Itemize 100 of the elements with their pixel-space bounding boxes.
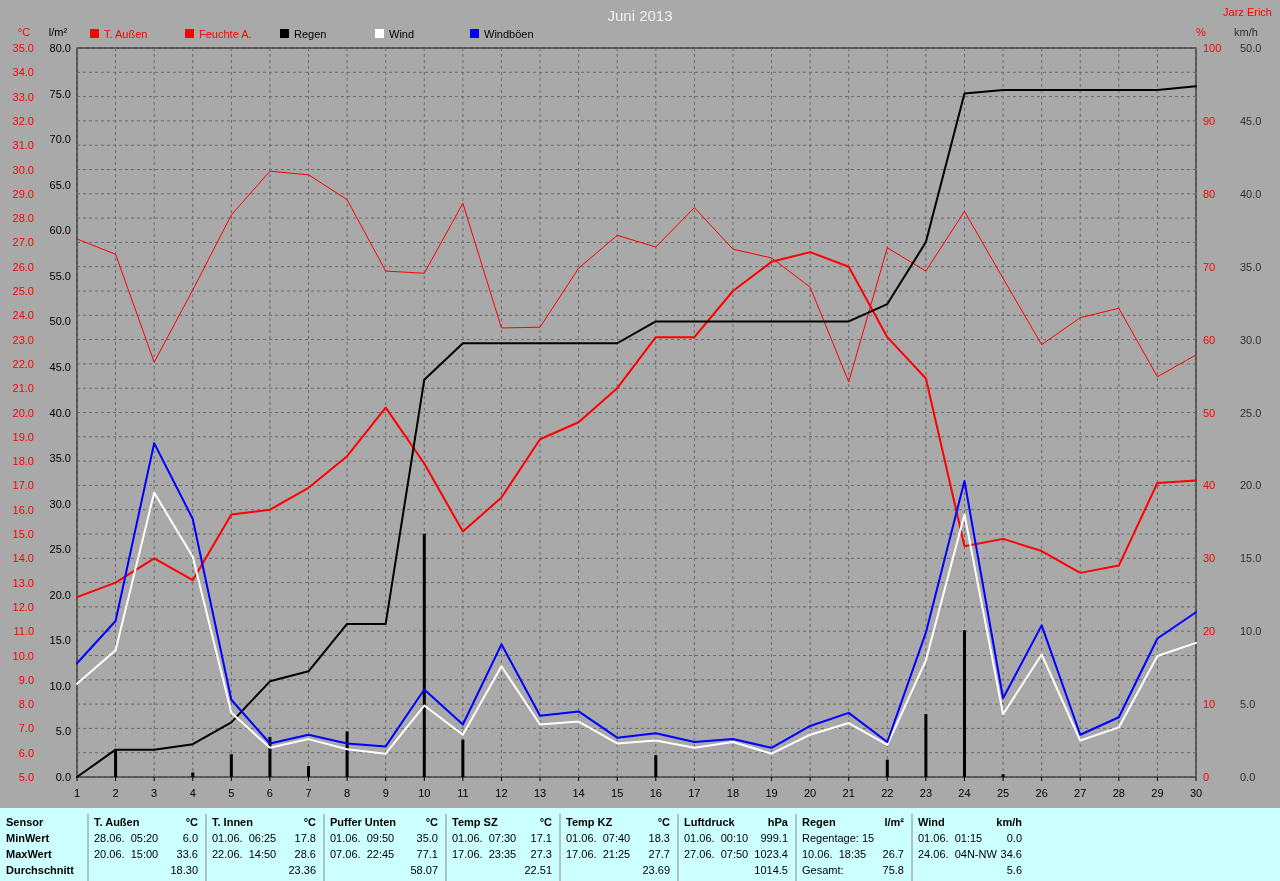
text: Sensor MinWert MaxWert Durchschnitt bbox=[6, 816, 75, 876]
y-tick-label: 27.0 bbox=[12, 236, 34, 249]
y-tick-label: 15.0 bbox=[1240, 552, 1262, 565]
y2-tick-label: 15.0 bbox=[49, 634, 71, 647]
y-tick-label: 22.0 bbox=[12, 357, 34, 370]
y2-tick-label: 60.0 bbox=[49, 224, 71, 237]
y2-tick-label: 80.0 bbox=[49, 42, 71, 54]
y-tick-label: 21.0 bbox=[12, 382, 34, 395]
y-tick-label: 16.0 bbox=[12, 503, 34, 516]
y3-tick-label: 10 bbox=[1203, 698, 1216, 711]
x-tick-label: 17 bbox=[688, 787, 701, 799]
y-tick-label: 17.0 bbox=[12, 479, 34, 492]
y-tick-label: 23.0 bbox=[12, 333, 34, 346]
text: Luftdruck hPa 01.06. 00:10 999.1 27.06. 07:50 1023.4 1014.5 bbox=[684, 816, 788, 876]
line-series bbox=[76, 442, 1197, 749]
x-tick-label: 23 bbox=[919, 787, 933, 799]
y3-tick-label: 40 bbox=[1203, 479, 1216, 492]
y-tick-label: 11.0 bbox=[13, 625, 34, 638]
x-tick-label: 14 bbox=[572, 787, 585, 799]
legend-label: Regen bbox=[294, 28, 327, 40]
y-tick-label: 6.0 bbox=[18, 746, 34, 759]
x-tick-label: 28 bbox=[1112, 787, 1125, 799]
y-tick-label: 7.0 bbox=[18, 722, 34, 735]
y-tick-label: 30.0 bbox=[1240, 333, 1262, 346]
text: Temp SZ °C 01.06. 07:30 17.1 17.06. 23:35 27.3 22.51 bbox=[452, 816, 552, 876]
x-tick-label: 24 bbox=[958, 787, 971, 799]
x-tick-label: 15 bbox=[611, 787, 624, 799]
y-tick-label: 32.0 bbox=[12, 114, 34, 127]
text: T. Außen °C 28.06. 05:20 6.0 20.06. 15:00 33.6 18.30 bbox=[94, 816, 198, 876]
y2-tick-label: 35.0 bbox=[49, 452, 71, 465]
x-tick-label: 4 bbox=[189, 787, 196, 799]
y-tick-label: 33.0 bbox=[12, 90, 34, 103]
y-tick-label: 29.0 bbox=[12, 187, 34, 200]
y-tick-label: 15.0 bbox=[12, 528, 34, 540]
x-tick-label: 8 bbox=[344, 787, 351, 799]
y-tick-label: 9.0 bbox=[18, 673, 34, 686]
y-tick-label: 0.0 bbox=[1240, 771, 1256, 783]
y-tick-label: 40.0 bbox=[1240, 187, 1262, 200]
x-tick-label: 3 bbox=[151, 787, 158, 799]
text: T. Innen °C 01.06. 06:25 17.8 22.06. 14:50 28.6 23.36 bbox=[212, 816, 316, 876]
y2-tick-label: 40.0 bbox=[49, 406, 71, 419]
y2-tick-label: 5.0 bbox=[55, 725, 71, 738]
y2-tick-label: 50.0 bbox=[49, 315, 71, 328]
y-tick-label: 28.0 bbox=[12, 212, 34, 225]
y-tick-label: 35.0 bbox=[1240, 260, 1262, 273]
y2-tick-label: 0.0 bbox=[55, 771, 71, 783]
x-tick-label: 13 bbox=[533, 787, 547, 799]
y3-tick-label: 0 bbox=[1203, 771, 1210, 783]
y3-tick-label: 80 bbox=[1203, 187, 1216, 200]
x-tick-label: 11 bbox=[457, 787, 469, 799]
x-tick-label: 7 bbox=[305, 787, 312, 799]
x-tick-label: 18 bbox=[726, 787, 740, 799]
y-tick-label: 24.0 bbox=[12, 309, 34, 322]
y-tick-label: 35.0 bbox=[12, 42, 34, 54]
y-tick-label: 5.0 bbox=[18, 771, 34, 783]
y-tick-label: 14.0 bbox=[12, 552, 34, 565]
y2-tick-label: 20.0 bbox=[49, 588, 71, 601]
y-tick-label: 34.0 bbox=[12, 66, 34, 79]
x-tick-label: 16 bbox=[649, 787, 662, 799]
y-tick-label: 20.0 bbox=[1240, 479, 1262, 492]
y-tick-label: 25.0 bbox=[12, 285, 34, 297]
x-tick-label: 22 bbox=[881, 787, 894, 799]
text: Jarz Erich bbox=[1223, 6, 1272, 18]
y2-tick-label: 45.0 bbox=[49, 360, 71, 373]
x-tick-label: 21 bbox=[842, 787, 855, 799]
x-tick-label: 27 bbox=[1074, 787, 1087, 799]
x-tick-label: 6 bbox=[266, 787, 273, 799]
y-tick-label: 8.0 bbox=[18, 698, 34, 711]
x-tick-label: 30 bbox=[1189, 787, 1203, 799]
y3-tick-label: 70 bbox=[1203, 260, 1216, 273]
x-tick-label: 19 bbox=[765, 787, 778, 799]
text: Wind km/h 01.06. 01:15 0.0 24.06. 04N-NW 34.6 5.6 bbox=[918, 816, 1022, 876]
y2-tick-label: 75.0 bbox=[49, 87, 71, 100]
y-tick-label: 30.0 bbox=[12, 163, 34, 176]
y2-tick-label: 25.0 bbox=[49, 543, 71, 556]
y-tick-label: 26.0 bbox=[12, 260, 34, 273]
x-tick-label: 5 bbox=[228, 787, 235, 799]
text: Regen l/m² Regentage: 15 10.06. 18:35 26.7 Gesamt: 75.8 bbox=[802, 816, 904, 876]
y3-tick-label: 50 bbox=[1203, 406, 1216, 419]
legend-label: T. Außen bbox=[104, 28, 148, 40]
y2-tick-label: 10.0 bbox=[49, 679, 71, 692]
x-tick-label: 20 bbox=[804, 787, 817, 799]
y2-tick-label: 30.0 bbox=[49, 497, 71, 510]
legend-label: Windböen bbox=[484, 28, 534, 40]
y-tick-label: 50.0 bbox=[1240, 42, 1262, 54]
x-tick-label: 10 bbox=[418, 787, 431, 799]
y2-axis-title: l/m² bbox=[48, 26, 68, 38]
legend-label: Feuchte A. bbox=[199, 28, 252, 40]
y3-tick-label: 100 bbox=[1203, 42, 1222, 54]
y-tick-label: 12.0 bbox=[12, 600, 34, 613]
y-tick-label: 10.0 bbox=[12, 649, 34, 662]
y-tick-label: 25.0 bbox=[1240, 406, 1262, 419]
y-tick-label: 10.0 bbox=[1240, 625, 1262, 638]
text: Temp KZ °C 01.06. 07:40 18.3 17.06. 21:25 27.7 23.69 bbox=[566, 816, 670, 876]
x-tick-label: 12 bbox=[495, 787, 508, 799]
y-tick-label: 13.0 bbox=[12, 576, 34, 589]
x-tick-label: 2 bbox=[112, 787, 119, 799]
y3-axis-title: % bbox=[1196, 26, 1207, 38]
x-tick-label: 9 bbox=[382, 787, 389, 799]
y3-tick-label: 60 bbox=[1203, 333, 1216, 346]
